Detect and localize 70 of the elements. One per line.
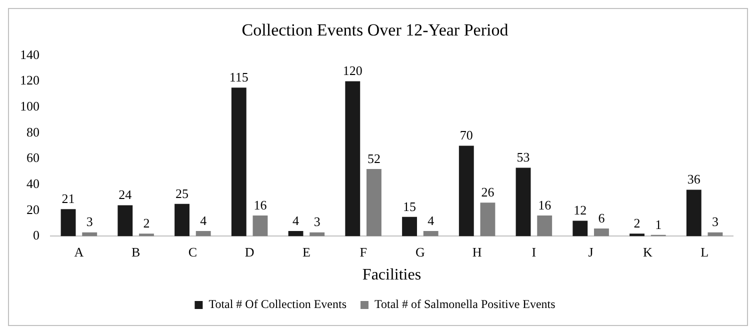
data-label: 4 (292, 212, 300, 228)
bar (423, 231, 438, 236)
data-label: 3 (712, 214, 718, 230)
x-tick-label: K (642, 244, 653, 260)
y-tick-label: 60 (26, 150, 40, 166)
y-tick-label: 120 (20, 72, 40, 88)
bar (196, 231, 211, 236)
y-tick-label: 100 (20, 98, 40, 114)
data-label: 1 (655, 216, 662, 232)
bar (82, 232, 98, 236)
y-tick-label: 140 (20, 46, 40, 62)
data-label: 70 (460, 128, 473, 143)
bar (516, 168, 531, 236)
data-label: 16 (254, 197, 268, 212)
y-tick-label: 40 (26, 176, 40, 191)
x-tick-label: D (244, 244, 254, 260)
bar (231, 88, 246, 236)
x-tick-label: A (74, 244, 84, 260)
bar (630, 234, 644, 236)
x-tick-label: F (360, 244, 367, 260)
data-label: 4 (428, 212, 435, 228)
x-tick-label: B (131, 244, 140, 260)
y-tick-label: 80 (26, 124, 40, 140)
bar (686, 190, 702, 236)
x-tick-label: I (532, 244, 536, 260)
bar (118, 205, 133, 236)
bar (139, 234, 154, 236)
x-tick-label: H (472, 244, 482, 260)
bar (572, 220, 588, 236)
data-label: 16 (538, 197, 552, 212)
bar (345, 81, 360, 236)
x-tick-label: C (188, 244, 198, 260)
data-label: 53 (516, 150, 530, 165)
bar (594, 228, 609, 236)
data-label: 4 (200, 212, 208, 228)
x-tick-label: L (700, 244, 709, 260)
y-tick-label: 0 (33, 228, 40, 243)
data-label: 3 (314, 214, 320, 230)
bar (366, 169, 382, 236)
data-label: 2 (143, 216, 150, 231)
x-axis-title: Facilities (362, 266, 422, 284)
bar (310, 232, 325, 236)
data-label: 2 (634, 216, 640, 231)
x-tick-label: E (302, 244, 310, 260)
y-tick-label: 20 (26, 202, 40, 217)
data-label: 12 (574, 202, 587, 218)
bar (174, 204, 190, 236)
data-label: 25 (176, 186, 189, 201)
bar (252, 216, 268, 236)
bar (458, 146, 474, 236)
legend-label: Total # of Salmonella Positive Events (374, 297, 556, 312)
data-label: 21 (62, 191, 75, 206)
x-tick-label: J (588, 244, 594, 260)
data-label: 26 (481, 184, 495, 200)
data-label: 115 (229, 70, 248, 85)
data-label: 24 (118, 187, 132, 202)
legend-label: Total # Of Collection Events (208, 297, 347, 312)
x-tick-label: G (415, 244, 425, 260)
bar (480, 202, 496, 236)
bar (537, 216, 552, 236)
data-label: 3 (86, 214, 93, 230)
bar (60, 209, 76, 236)
data-label: 15 (403, 198, 416, 214)
data-label: 52 (367, 150, 380, 166)
data-label: 6 (598, 210, 606, 226)
bar (402, 216, 417, 236)
data-label: 120 (342, 63, 362, 78)
bar (288, 231, 304, 236)
data-label: 36 (687, 172, 701, 187)
chart-title: Collection Events Over 12-Year Period (242, 20, 509, 40)
